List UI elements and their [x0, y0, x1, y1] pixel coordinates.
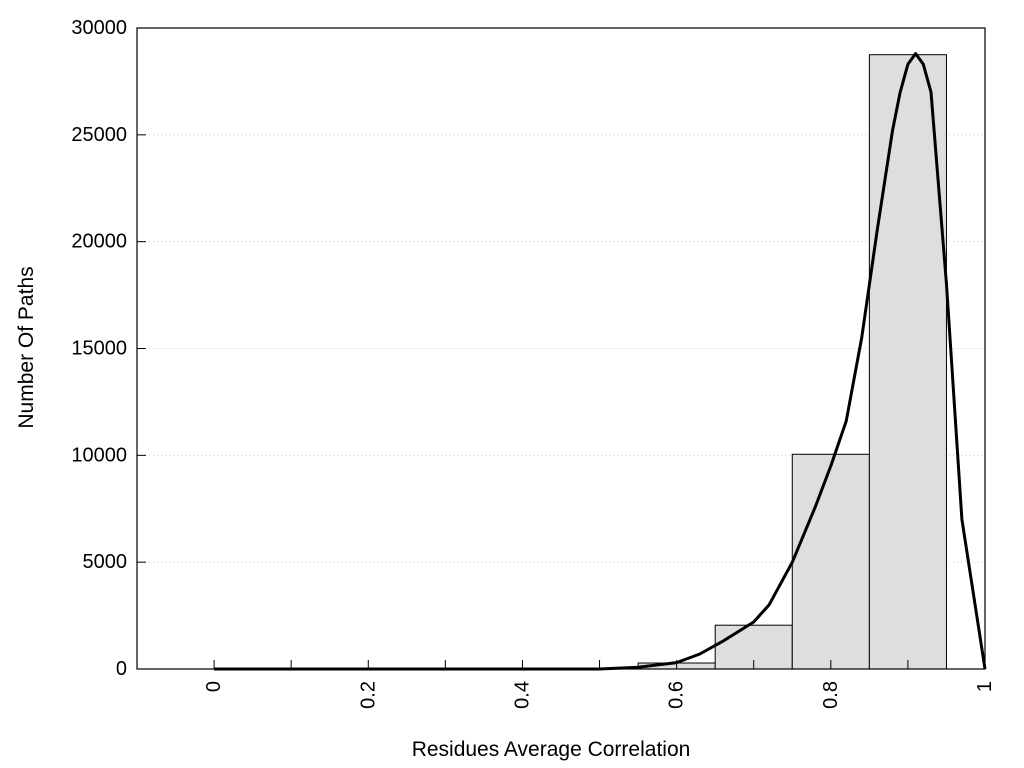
y-tick-label: 10000 [71, 444, 127, 466]
x-axis-title: Residues Average Correlation [412, 738, 691, 761]
y-tick-label: 15000 [71, 338, 127, 360]
x-tick-label: 0.4 [511, 681, 533, 709]
y-tick-label: 30000 [71, 17, 127, 39]
x-tick-labels: 0 0.2 0.4 0.6 0.8 1 [203, 681, 996, 709]
x-tick-label: 0.2 [357, 681, 379, 709]
y-tick-labels: 0 5000 10000 15000 20000 25000 30000 [71, 17, 127, 680]
x-tick-label: 0 [203, 681, 225, 692]
histogram-bars [175, 54, 947, 670]
grid-lines [137, 134, 985, 563]
x-tick-label: 0.6 [666, 681, 688, 709]
histogram-bar [791, 453, 870, 670]
axis-ticks [137, 27, 986, 670]
y-axis-title: Number Of Paths [15, 266, 38, 428]
x-tick-label: 1 [974, 681, 996, 692]
y-tick-label: 20000 [71, 231, 127, 253]
x-tick-label: 0.8 [820, 681, 842, 709]
y-tick-label: 0 [116, 658, 127, 680]
y-tick-label: 5000 [83, 551, 128, 573]
y-tick-label: 25000 [71, 124, 127, 146]
